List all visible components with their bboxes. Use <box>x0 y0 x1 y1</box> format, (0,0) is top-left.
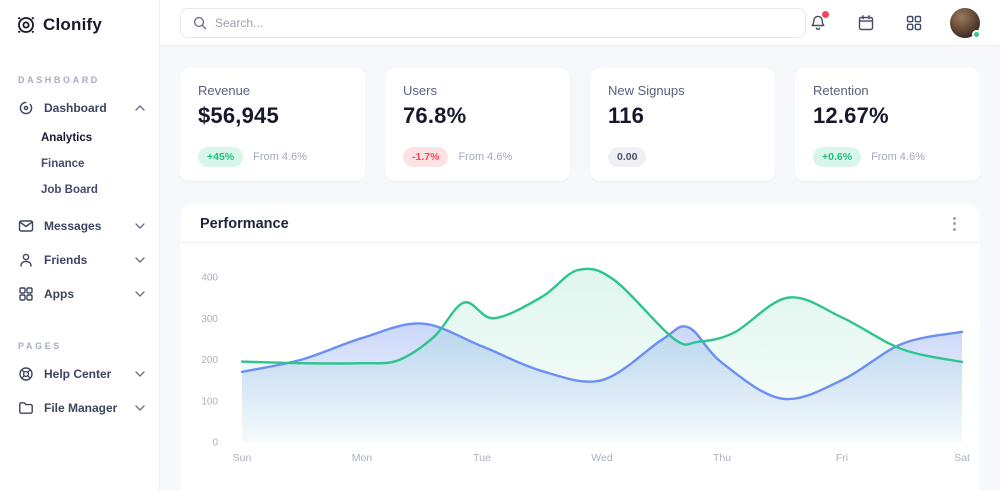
stat-value: 116 <box>608 103 645 128</box>
stat-card-retention: Retention 12.67% +0.6% From 4.6% <box>795 68 980 181</box>
dashboard-icon <box>19 101 33 115</box>
chevron-down-icon <box>135 405 145 411</box>
sidebar-item-label: Apps <box>44 287 74 301</box>
chevron-down-icon <box>135 371 145 377</box>
sidebar-item-dashboard[interactable]: Dashboard <box>0 91 159 125</box>
apps-icon <box>19 287 33 301</box>
stat-title: Retention <box>813 83 869 98</box>
series-green-line <box>240 267 964 365</box>
calendar-icon <box>858 14 874 30</box>
stat-title: Users <box>403 83 437 98</box>
chart-title: Performance <box>200 215 289 232</box>
friends-icon <box>20 253 32 267</box>
stat-note: From 4.6% <box>871 151 925 163</box>
sidebar-item-label: File Manager <box>44 401 118 415</box>
chevron-down-icon <box>135 223 145 229</box>
sidebar-item-label: Friends <box>44 253 88 267</box>
sidebar-subitem-job-board[interactable]: Job Board <box>41 184 98 196</box>
performance-chart: 400 300 200 100 0 Sun Mon Tue Wed Thu Fri Sat <box>201 267 970 464</box>
svg-text:0: 0 <box>212 438 218 449</box>
stat-title: New Signups <box>608 83 685 98</box>
sidebar-item-friends[interactable]: Friends <box>0 243 159 277</box>
stat-badge: +45% <box>198 147 244 167</box>
stat-value: $56,945 <box>198 103 279 128</box>
chevron-down-icon <box>135 291 145 297</box>
svg-text:Sun: Sun <box>233 452 252 464</box>
performance-card: Performance 400 300 200 100 0 Sun Mon Tue Wed Thu… <box>180 205 980 490</box>
kebab-menu-icon[interactable] <box>949 213 960 235</box>
online-status-dot <box>972 29 981 39</box>
svg-text:Sat: Sat <box>954 452 970 464</box>
sidebar-item-label: Messages <box>44 219 102 233</box>
main-content: Revenue $56,945 +45% From 4.6% Users 76.… <box>160 46 1000 490</box>
sidebar-item-label: Dashboard <box>44 101 107 115</box>
notification-dot <box>822 10 829 18</box>
search-box[interactable] <box>180 7 806 38</box>
brand-logo[interactable]: Clonify <box>0 0 159 45</box>
svg-text:Tue: Tue <box>473 452 491 464</box>
svg-text:300: 300 <box>201 314 218 325</box>
topbar <box>160 0 1000 46</box>
svg-text:400: 400 <box>201 273 218 284</box>
stats-row: Revenue $56,945 +45% From 4.6% Users 76.… <box>180 68 980 181</box>
series-blue-line <box>240 322 964 401</box>
stat-title: Revenue <box>198 83 251 98</box>
stat-badge: +0.6% <box>813 147 862 167</box>
svg-text:Fri: Fri <box>836 452 848 464</box>
stat-card-new-signups: New Signups 116 0.00 <box>590 68 775 181</box>
sidebar-item-label: Help Center <box>44 367 112 381</box>
folder-icon <box>19 402 33 414</box>
dashboard-subnav: Analytics Finance Job Board <box>0 125 159 203</box>
sidebar-subitem-finance[interactable]: Finance <box>41 158 85 170</box>
stat-value: 12.67% <box>813 103 889 128</box>
notifications-button[interactable] <box>806 10 830 35</box>
sidebar-item-apps[interactable]: Apps <box>0 277 159 311</box>
sidebar-item-file-manager[interactable]: File Manager <box>0 391 159 425</box>
svg-text:100: 100 <box>201 396 218 407</box>
bell-icon <box>811 15 825 30</box>
sidebar-item-help-center[interactable]: Help Center <box>0 357 159 391</box>
section-title-pages: PAGES <box>18 341 62 351</box>
stat-note: From 4.6% <box>458 151 513 163</box>
stat-note: From 4.6% <box>253 151 307 163</box>
messages-icon <box>18 220 34 232</box>
calendar-button[interactable] <box>854 11 878 35</box>
search-icon <box>193 16 207 29</box>
stat-card-users: Users 76.8% -1.7% From 4.6% <box>385 68 570 181</box>
svg-text:200: 200 <box>201 355 218 366</box>
svg-text:Mon: Mon <box>352 452 373 464</box>
sidebar-subitem-analytics[interactable]: Analytics <box>41 132 93 144</box>
chevron-up-icon <box>135 105 145 111</box>
apps-menu-button[interactable] <box>902 11 926 35</box>
user-avatar-button[interactable] <box>950 7 981 39</box>
stat-badge: 0.00 <box>608 147 647 167</box>
apps-grid-icon <box>906 15 922 30</box>
chevron-down-icon <box>135 257 145 263</box>
stat-card-revenue: Revenue $56,945 +45% From 4.6% <box>180 68 365 181</box>
stat-value: 76.8% <box>403 103 467 128</box>
search-input[interactable] <box>215 15 793 30</box>
brand-name: Clonify <box>43 15 103 34</box>
stat-badge: -1.7% <box>403 147 449 167</box>
svg-text:Thu: Thu <box>713 452 731 464</box>
topbar-icons <box>806 7 981 39</box>
svg-text:Wed: Wed <box>591 452 613 464</box>
help-icon <box>19 367 33 381</box>
sidebar: Clonify DASHBOARD Dashboard Analytics Fi… <box>0 0 160 490</box>
section-title-dashboard: DASHBOARD <box>18 75 100 85</box>
clonify-logo-icon <box>18 17 34 33</box>
sidebar-item-messages[interactable]: Messages <box>0 209 159 243</box>
